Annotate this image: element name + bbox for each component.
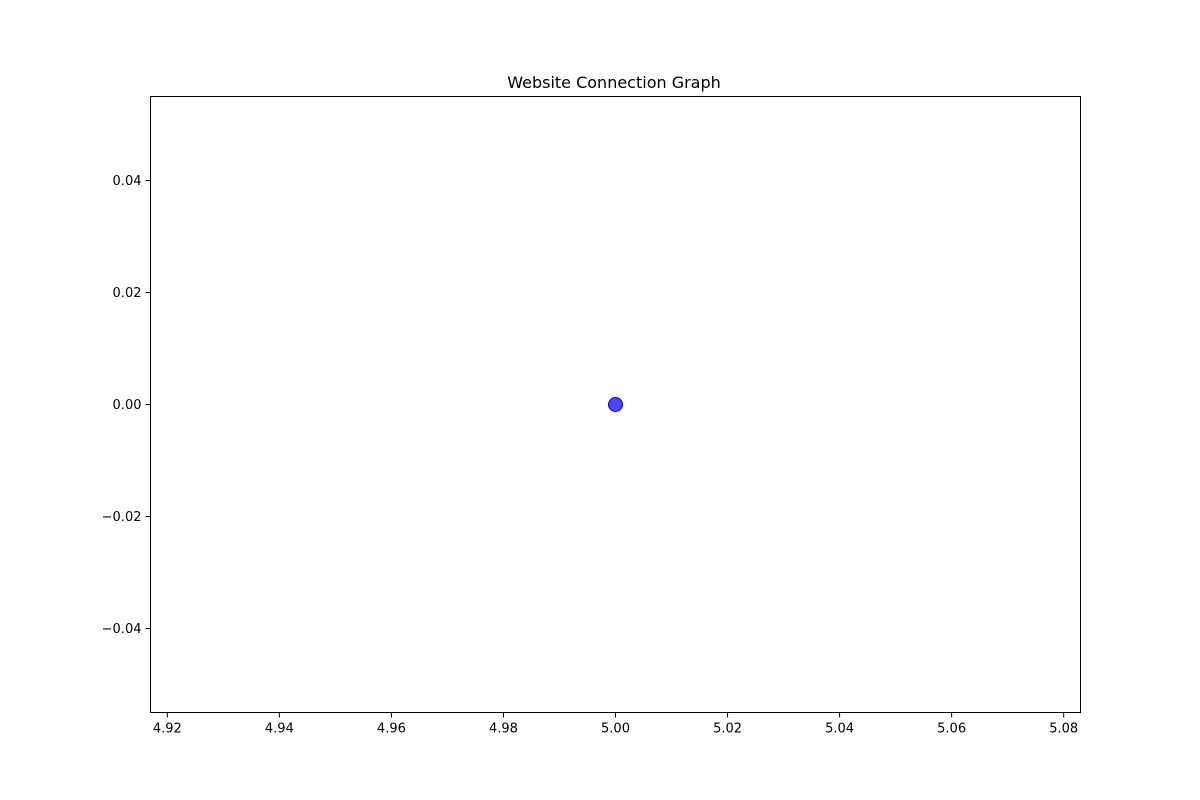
x-tick-label: 5.06	[937, 722, 966, 737]
y-tick-label: 0.00	[113, 398, 142, 413]
y-tick-label: 0.04	[113, 174, 142, 189]
y-tick-label: −0.02	[102, 510, 142, 525]
x-tick-label: 4.96	[377, 722, 406, 737]
data-point	[608, 397, 623, 412]
x-tick-label: 4.92	[153, 722, 182, 737]
x-tick-label: 4.98	[489, 722, 518, 737]
x-tick-label: 5.08	[1049, 722, 1078, 737]
x-axis: 4.92 4.94 4.96 4.98 5.00 5.02 5.04 5.06 5.08	[153, 712, 1078, 737]
y-axis: 0.04 0.02 0.00 −0.02 −0.04	[102, 174, 151, 637]
x-tick-label: 4.94	[265, 722, 294, 737]
x-tick-label: 5.04	[825, 722, 854, 737]
scatter-points	[608, 397, 623, 412]
x-tick-label: 5.02	[713, 722, 742, 737]
chart-title: Website Connection Graph	[507, 73, 721, 92]
y-tick-label: 0.02	[113, 286, 142, 301]
y-tick-label: −0.04	[102, 622, 142, 637]
x-tick-label: 5.00	[601, 722, 630, 737]
